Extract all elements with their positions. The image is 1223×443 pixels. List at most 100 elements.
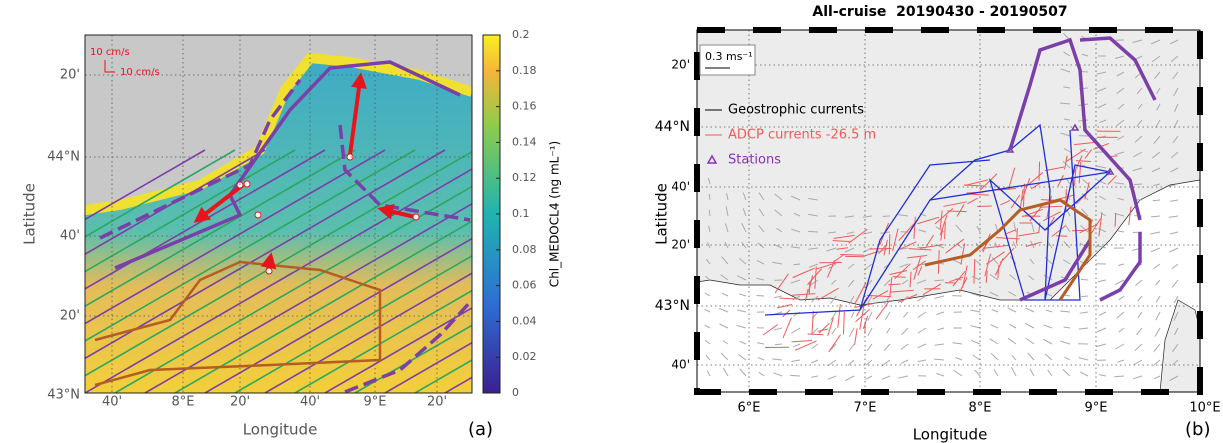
adcp-arrow [811, 310, 814, 335]
stripe [144, 202, 472, 393]
current-arrow [1096, 165, 1107, 169]
current-arrow [1170, 151, 1179, 159]
scale-label: 10 cm/s [120, 67, 160, 78]
adcp-arrow [894, 263, 911, 280]
current-arrow [844, 247, 855, 253]
current-arrow [721, 292, 729, 297]
current-arrow [1173, 295, 1179, 304]
adcp-arrow [1084, 149, 1093, 159]
current-arrow [1116, 71, 1125, 77]
current-arrow [810, 279, 819, 286]
current-arrow [848, 327, 855, 337]
current-arrow [826, 247, 837, 252]
current-arrow [757, 357, 765, 361]
stripe [294, 289, 472, 393]
land [85, 35, 472, 210]
adcp-arrow [791, 339, 812, 343]
adcp-arrow [967, 197, 978, 205]
colorbar-tick-label: 0.18 [512, 64, 537, 77]
brown-path [94, 260, 382, 387]
current-arrow [1042, 338, 1053, 345]
adcp-arrow [912, 260, 926, 271]
colorbar-tick-label: 0.04 [512, 314, 537, 327]
current-arrow [774, 209, 783, 217]
adcp-arrow [898, 222, 916, 241]
current-arrow [756, 260, 765, 265]
current-arrow [1171, 263, 1179, 270]
adcp-arrow [939, 210, 943, 230]
legend-label: Geostrophic currents [728, 103, 864, 118]
lat-label: 43°N [47, 388, 80, 403]
adcp-arrow [817, 287, 839, 301]
adcp-arrow [794, 340, 817, 351]
current-arrow [1171, 279, 1179, 288]
current-arrow [704, 308, 711, 313]
current-arrow [916, 279, 927, 284]
current-arrow [811, 327, 819, 335]
island [1159, 299, 1200, 392]
adcp-arrow [913, 216, 916, 240]
adcp-arrow [840, 254, 865, 256]
lat-label: 20' [60, 68, 80, 83]
current-arrow [970, 309, 981, 313]
current-arrow [866, 343, 873, 352]
current-arrow [776, 227, 783, 233]
current-arrow [847, 279, 855, 288]
scale-label: 0.3 ms⁻¹ [705, 50, 753, 63]
current-arrow [705, 258, 711, 265]
current-arrow [830, 343, 837, 351]
current-arrow [1063, 326, 1071, 329]
current-arrow [1097, 279, 1107, 283]
lon-label: 8°E [969, 401, 992, 416]
stripe [85, 168, 472, 393]
current-arrow [934, 279, 945, 282]
current-arrow [1081, 295, 1089, 298]
current-arrow [1153, 71, 1161, 80]
current-arrow [1024, 323, 1035, 329]
adcp-arrow [913, 256, 922, 280]
adcp-arrow [836, 247, 849, 250]
current-arrow [989, 291, 999, 297]
current-arrow [827, 375, 837, 380]
lat-label: 40' [671, 180, 690, 194]
current-arrow [1062, 368, 1071, 377]
adcp-arrow [888, 234, 891, 255]
adcp-arrow [925, 234, 935, 247]
frame [84, 34, 473, 394]
current-arrow [883, 279, 891, 287]
adcp-arrow [979, 173, 998, 191]
purple-path [99, 78, 471, 240]
current-arrow [1169, 375, 1179, 382]
current-arrow [790, 228, 801, 233]
current-arrow [1133, 375, 1143, 380]
current-arrow [772, 358, 783, 361]
adcp-arrow [776, 304, 793, 309]
current-arrow [1173, 327, 1179, 336]
stripe [384, 341, 472, 393]
current-arrow [1064, 224, 1071, 233]
lon-label: 10°E [1189, 401, 1220, 416]
current-arrow [1117, 135, 1125, 141]
current-arrow [1137, 295, 1143, 302]
adcp-arrow [1010, 194, 1021, 209]
scale-box [699, 44, 756, 76]
current-arrow [972, 354, 981, 361]
current-arrow [1063, 86, 1071, 89]
adcp-arrow [816, 261, 840, 270]
purple-path [344, 298, 472, 393]
current-arrow [708, 193, 711, 201]
adcp-arrow [907, 254, 928, 259]
current-arrow [1168, 215, 1179, 218]
lon-label: 8°E [172, 395, 195, 410]
current-arrow [722, 340, 729, 345]
current-arrow [1099, 195, 1107, 201]
title: All-cruise 20190430 - 20190507 [812, 4, 1067, 20]
current-arrow [1080, 224, 1089, 233]
current-arrow [1011, 354, 1017, 361]
current-arrow [1150, 215, 1161, 218]
stripe [85, 149, 236, 238]
current-arrow [1118, 263, 1125, 266]
current-arrow [704, 339, 711, 345]
current-arrow [708, 178, 711, 185]
lon-label: 9°E [1085, 401, 1108, 416]
